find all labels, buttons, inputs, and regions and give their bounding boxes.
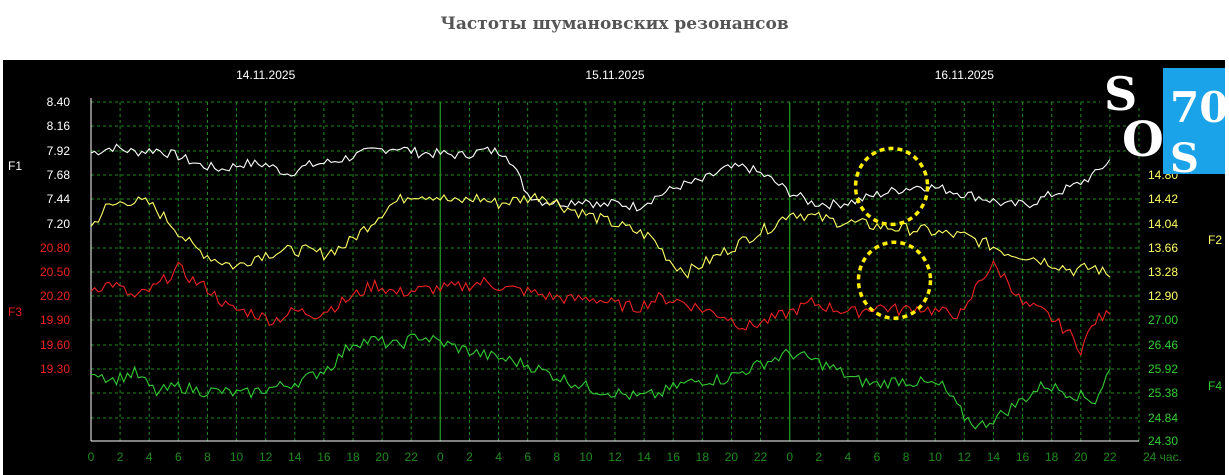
x-tick-label: 20 — [375, 450, 389, 464]
axis-labels: 8.40 8.16 7.92 7.68 7.44 7.20 20.80 20.50 20.20 1… — [8, 68, 1222, 464]
y-tick-label-f3: 19.30 — [40, 362, 70, 376]
y-tick-label-f4: 25.92 — [1148, 362, 1178, 376]
y-tick-label-f1: 8.16 — [47, 119, 71, 133]
x-tick-label: 2 — [815, 450, 822, 464]
series-line-f1 — [90, 143, 1111, 212]
x-tick-label: 18 — [1045, 450, 1059, 464]
date-label: 15.11.2025 — [585, 68, 644, 82]
logo-background — [1163, 68, 1225, 174]
x-tick-label: 0 — [437, 450, 444, 464]
series-line-f4 — [91, 333, 1111, 430]
x-tick-label: 2 — [466, 450, 473, 464]
x-tick-label-end: 24 час. — [1143, 450, 1182, 464]
x-tick-label: 22 — [754, 450, 768, 464]
x-tick-label: 8 — [903, 450, 910, 464]
x-tick-label: 0 — [88, 450, 95, 464]
y-tick-label-f4: 24.84 — [1148, 411, 1178, 425]
series-name-f4: F4 — [1208, 379, 1222, 393]
x-tick-label: 18 — [346, 450, 360, 464]
y-tick-label-f3: 20.50 — [40, 265, 70, 279]
x-tick-label: 4 — [495, 450, 502, 464]
series-name-f2: F2 — [1208, 233, 1222, 247]
y-tick-label-f1: 7.44 — [47, 192, 71, 206]
x-tick-label: 4 — [845, 450, 852, 464]
y-tick-label-f4: 27.00 — [1148, 313, 1178, 327]
x-tick-label: 10 — [929, 450, 943, 464]
highlight-circle-f1 — [853, 146, 930, 227]
series-line-f2 — [90, 192, 1111, 280]
date-label: 16.11.2025 — [935, 68, 994, 82]
x-tick-label: 10 — [230, 450, 244, 464]
chart-background — [3, 60, 1225, 475]
y-tick-label-f1: 7.68 — [47, 168, 71, 182]
x-tick-label: 18 — [696, 450, 710, 464]
series-name-f3: F3 — [8, 305, 22, 319]
x-tick-label: 2 — [117, 450, 124, 464]
x-tick-label: 22 — [1103, 450, 1117, 464]
highlight-circle-f3 — [856, 240, 933, 321]
logo-letter-o: O — [1122, 112, 1164, 168]
x-tick-label: 6 — [874, 450, 881, 464]
chart-frame — [90, 98, 1139, 442]
x-tick-label: 16 — [317, 450, 331, 464]
x-tick-label: 12 — [259, 450, 273, 464]
y-tick-label-f3: 19.90 — [40, 313, 70, 327]
x-tick-label: 16 — [1016, 450, 1030, 464]
y-tick-label-f2: 14.42 — [1148, 192, 1178, 206]
x-tick-label: 14 — [987, 450, 1001, 464]
x-tick-label: 16 — [667, 450, 681, 464]
x-tick-label: 0 — [786, 450, 793, 464]
series-lines — [90, 143, 1111, 430]
series-line-f3 — [90, 259, 1111, 357]
x-tick-label: 14 — [288, 450, 302, 464]
x-tick-label: 10 — [579, 450, 593, 464]
highlight-markers — [853, 146, 933, 321]
y-tick-label-f3: 19.60 — [40, 338, 70, 352]
logo-number: 70 — [1170, 83, 1228, 132]
y-tick-label-f2: 13.66 — [1148, 241, 1178, 255]
logo-letter-s: S — [1104, 67, 1137, 121]
x-tick-label: 14 — [637, 450, 651, 464]
y-tick-label-f3: 20.20 — [40, 289, 70, 303]
page-title: Частоты шумановских резонансов — [440, 14, 789, 34]
y-tick-label-f4: 25.38 — [1148, 386, 1178, 400]
y-tick-label-f1: 7.20 — [47, 217, 71, 231]
y-tick-label-f2: 14.04 — [1148, 217, 1178, 231]
x-tick-label: 12 — [958, 450, 972, 464]
x-tick-label: 4 — [146, 450, 153, 464]
x-tick-label: 8 — [204, 450, 211, 464]
sos70-logo: S 70O S — [1100, 67, 1228, 182]
y-tick-label-f1: 7.92 — [47, 144, 71, 158]
x-tick-label: 20 — [725, 450, 739, 464]
y-tick-label-f2: 12.90 — [1148, 289, 1178, 303]
y-tick-label-f3: 20.80 — [40, 241, 70, 255]
y-tick-label-f1: 8.40 — [47, 95, 71, 109]
y-tick-label-f2: 13.28 — [1148, 265, 1178, 279]
series-name-f1: F1 — [8, 159, 22, 173]
x-tick-label: 8 — [553, 450, 560, 464]
logo-backdrop — [1100, 68, 1163, 108]
x-tick-label: 6 — [524, 450, 531, 464]
x-tick-label: 6 — [175, 450, 182, 464]
logo-letter-s2: S — [1170, 135, 1199, 182]
x-tick-label: 12 — [608, 450, 622, 464]
y-tick-label-f4: 24.30 — [1148, 434, 1178, 448]
x-tick-label: 22 — [405, 450, 419, 464]
y-tick-label-f4: 26.46 — [1148, 338, 1178, 352]
date-label: 14.11.2025 — [236, 68, 295, 82]
x-tick-label: 20 — [1074, 450, 1088, 464]
